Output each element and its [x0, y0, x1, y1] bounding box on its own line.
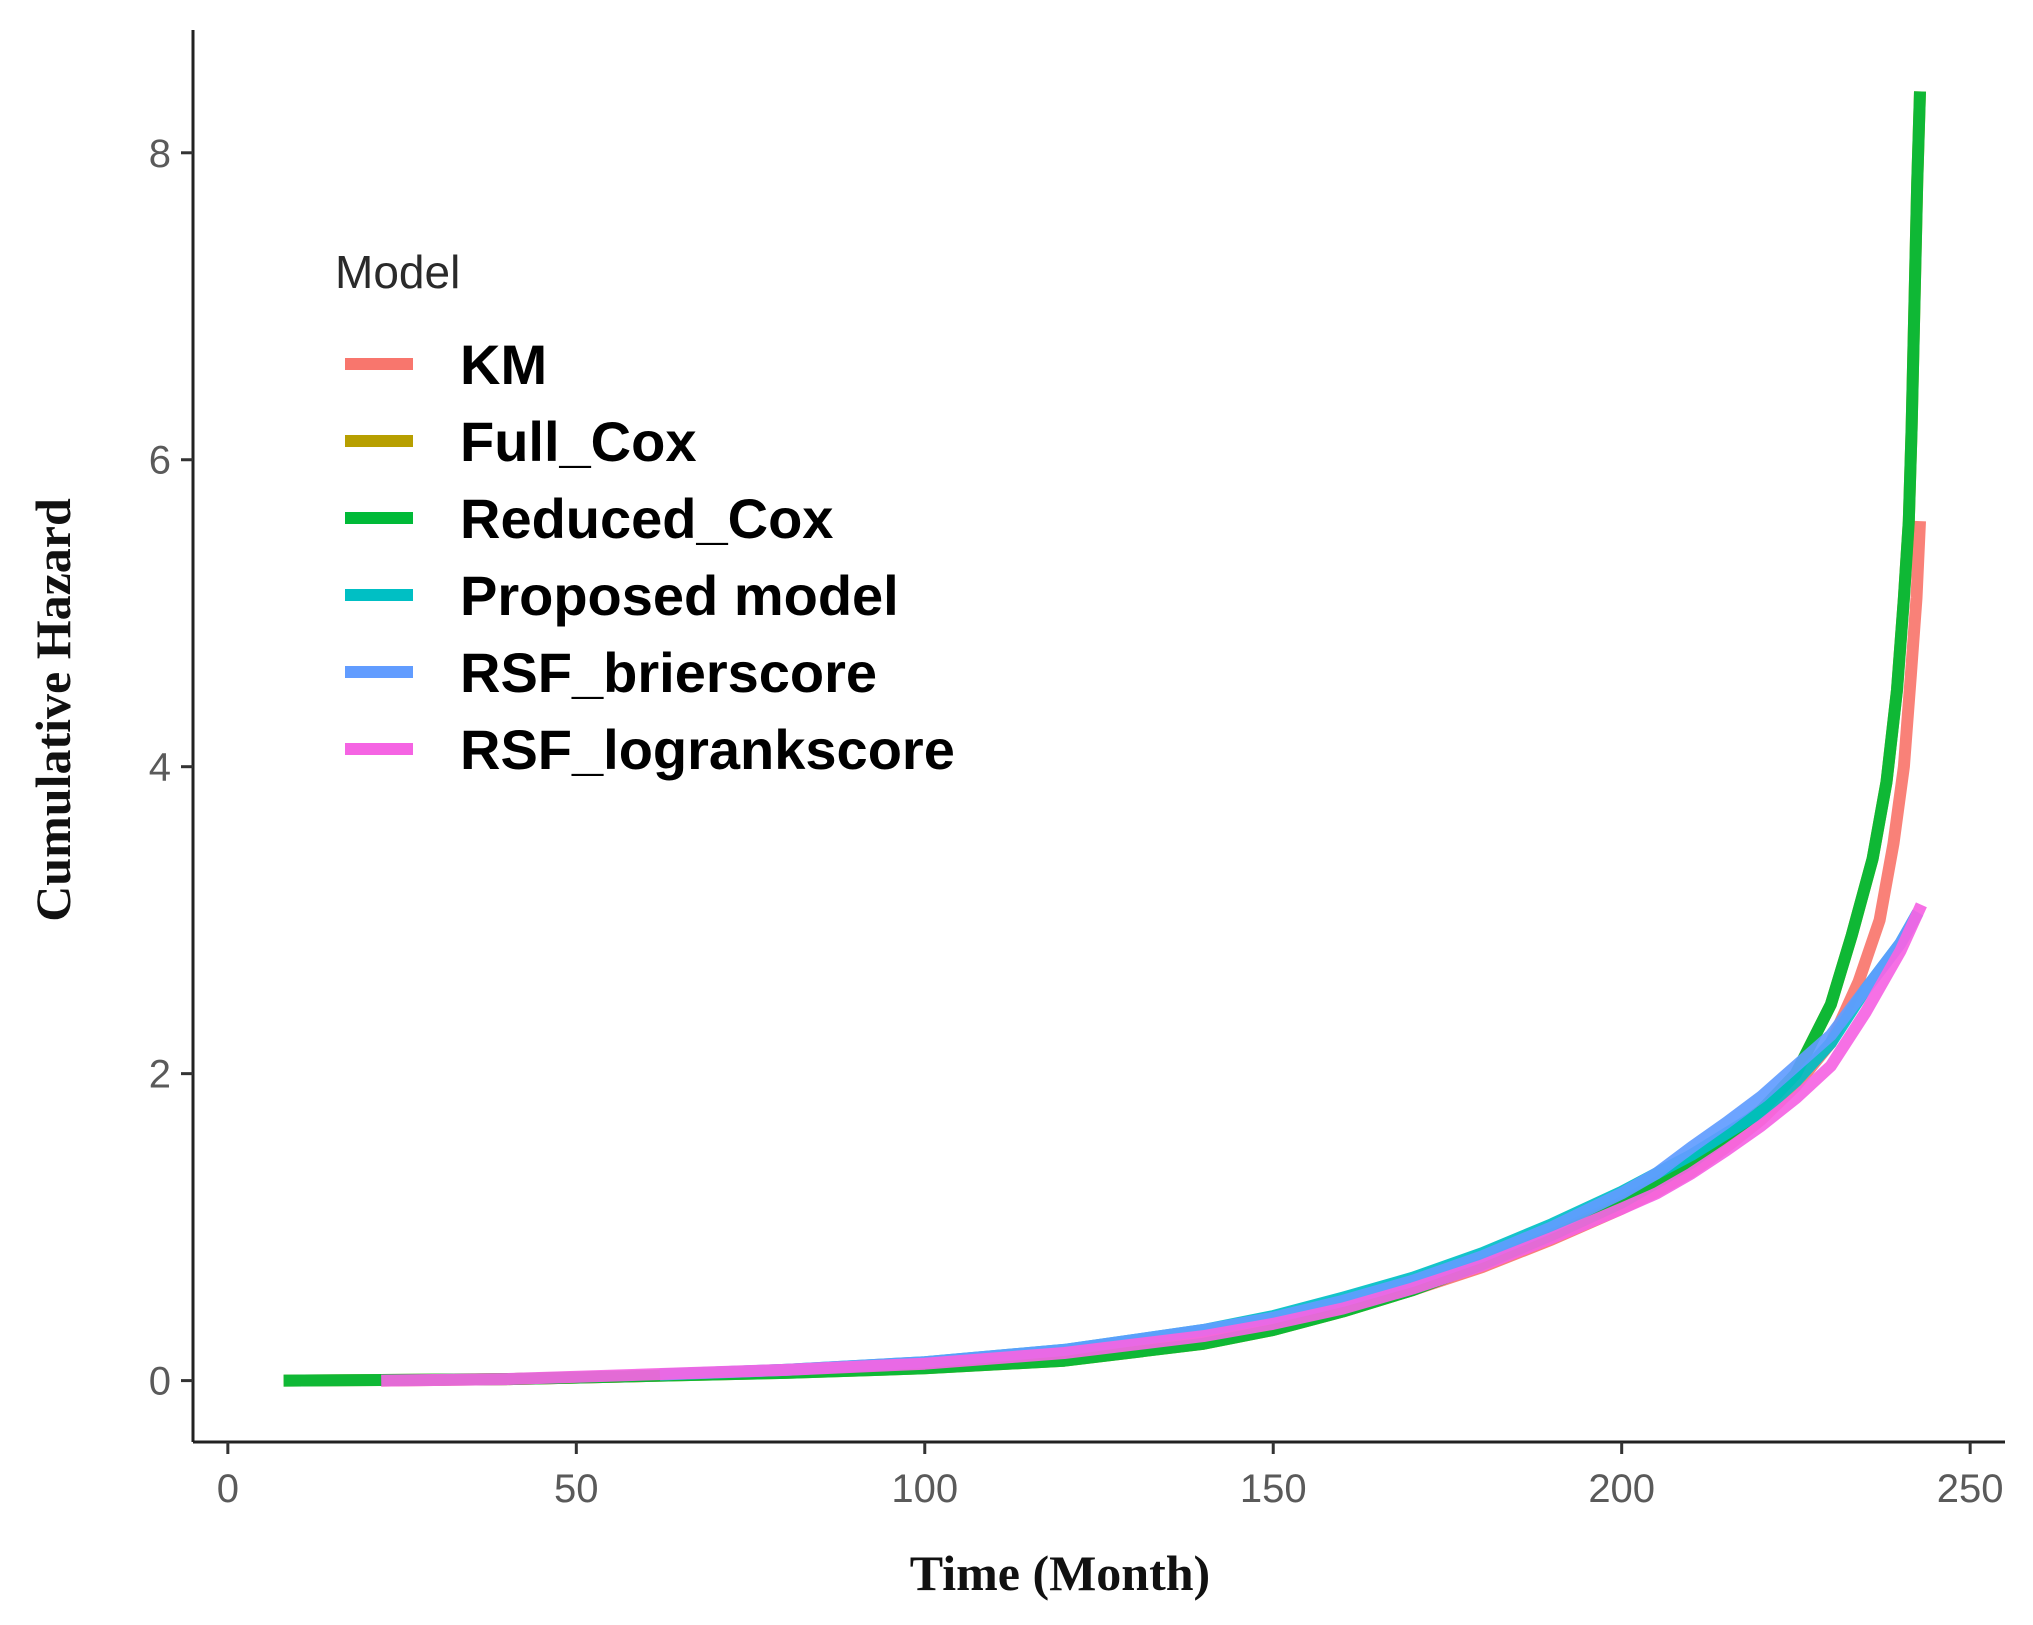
y-tick-label: 2	[149, 1053, 171, 1097]
series-layer	[283, 91, 1927, 1387]
legend: Model KM Full_Cox Reduced_Cox Proposed mode…	[335, 246, 955, 781]
series-line-rsf-logrankscore	[381, 902, 1927, 1387]
legend-label-full-cox: Full_Cox	[460, 410, 696, 473]
x-tick-label: 250	[1937, 1467, 2004, 1511]
y-axis-ticks: 0 2 4 6 8	[149, 132, 193, 1404]
legend-label-proposed-model: Proposed model	[460, 564, 899, 627]
x-tick-label: 200	[1588, 1467, 1655, 1511]
x-tick-label: 150	[1240, 1467, 1307, 1511]
x-axis-ticks: 0 50 100 150 200 250	[217, 1442, 2004, 1511]
x-axis-title: Time (Month)	[910, 1545, 1210, 1601]
x-tick-label: 50	[554, 1467, 599, 1511]
legend-label-rsf-brierscore: RSF_brierscore	[460, 641, 877, 704]
y-tick-label: 6	[149, 439, 171, 483]
legend-items: KM Full_Cox Reduced_Cox Proposed model RSF_b…	[345, 333, 955, 781]
legend-label-km: KM	[460, 333, 547, 396]
y-tick-label: 4	[149, 746, 171, 790]
x-tick-label: 100	[891, 1467, 958, 1511]
legend-label-reduced-cox: Reduced_Cox	[460, 487, 833, 550]
y-tick-label: 8	[149, 132, 171, 176]
y-tick-label: 0	[149, 1360, 171, 1404]
x-tick-label: 0	[217, 1467, 239, 1511]
y-axis-title: Cumulative Hazard	[25, 498, 81, 922]
legend-title: Model	[335, 246, 460, 298]
legend-label-rsf-logrankscore: RSF_logrankscore	[460, 718, 955, 781]
